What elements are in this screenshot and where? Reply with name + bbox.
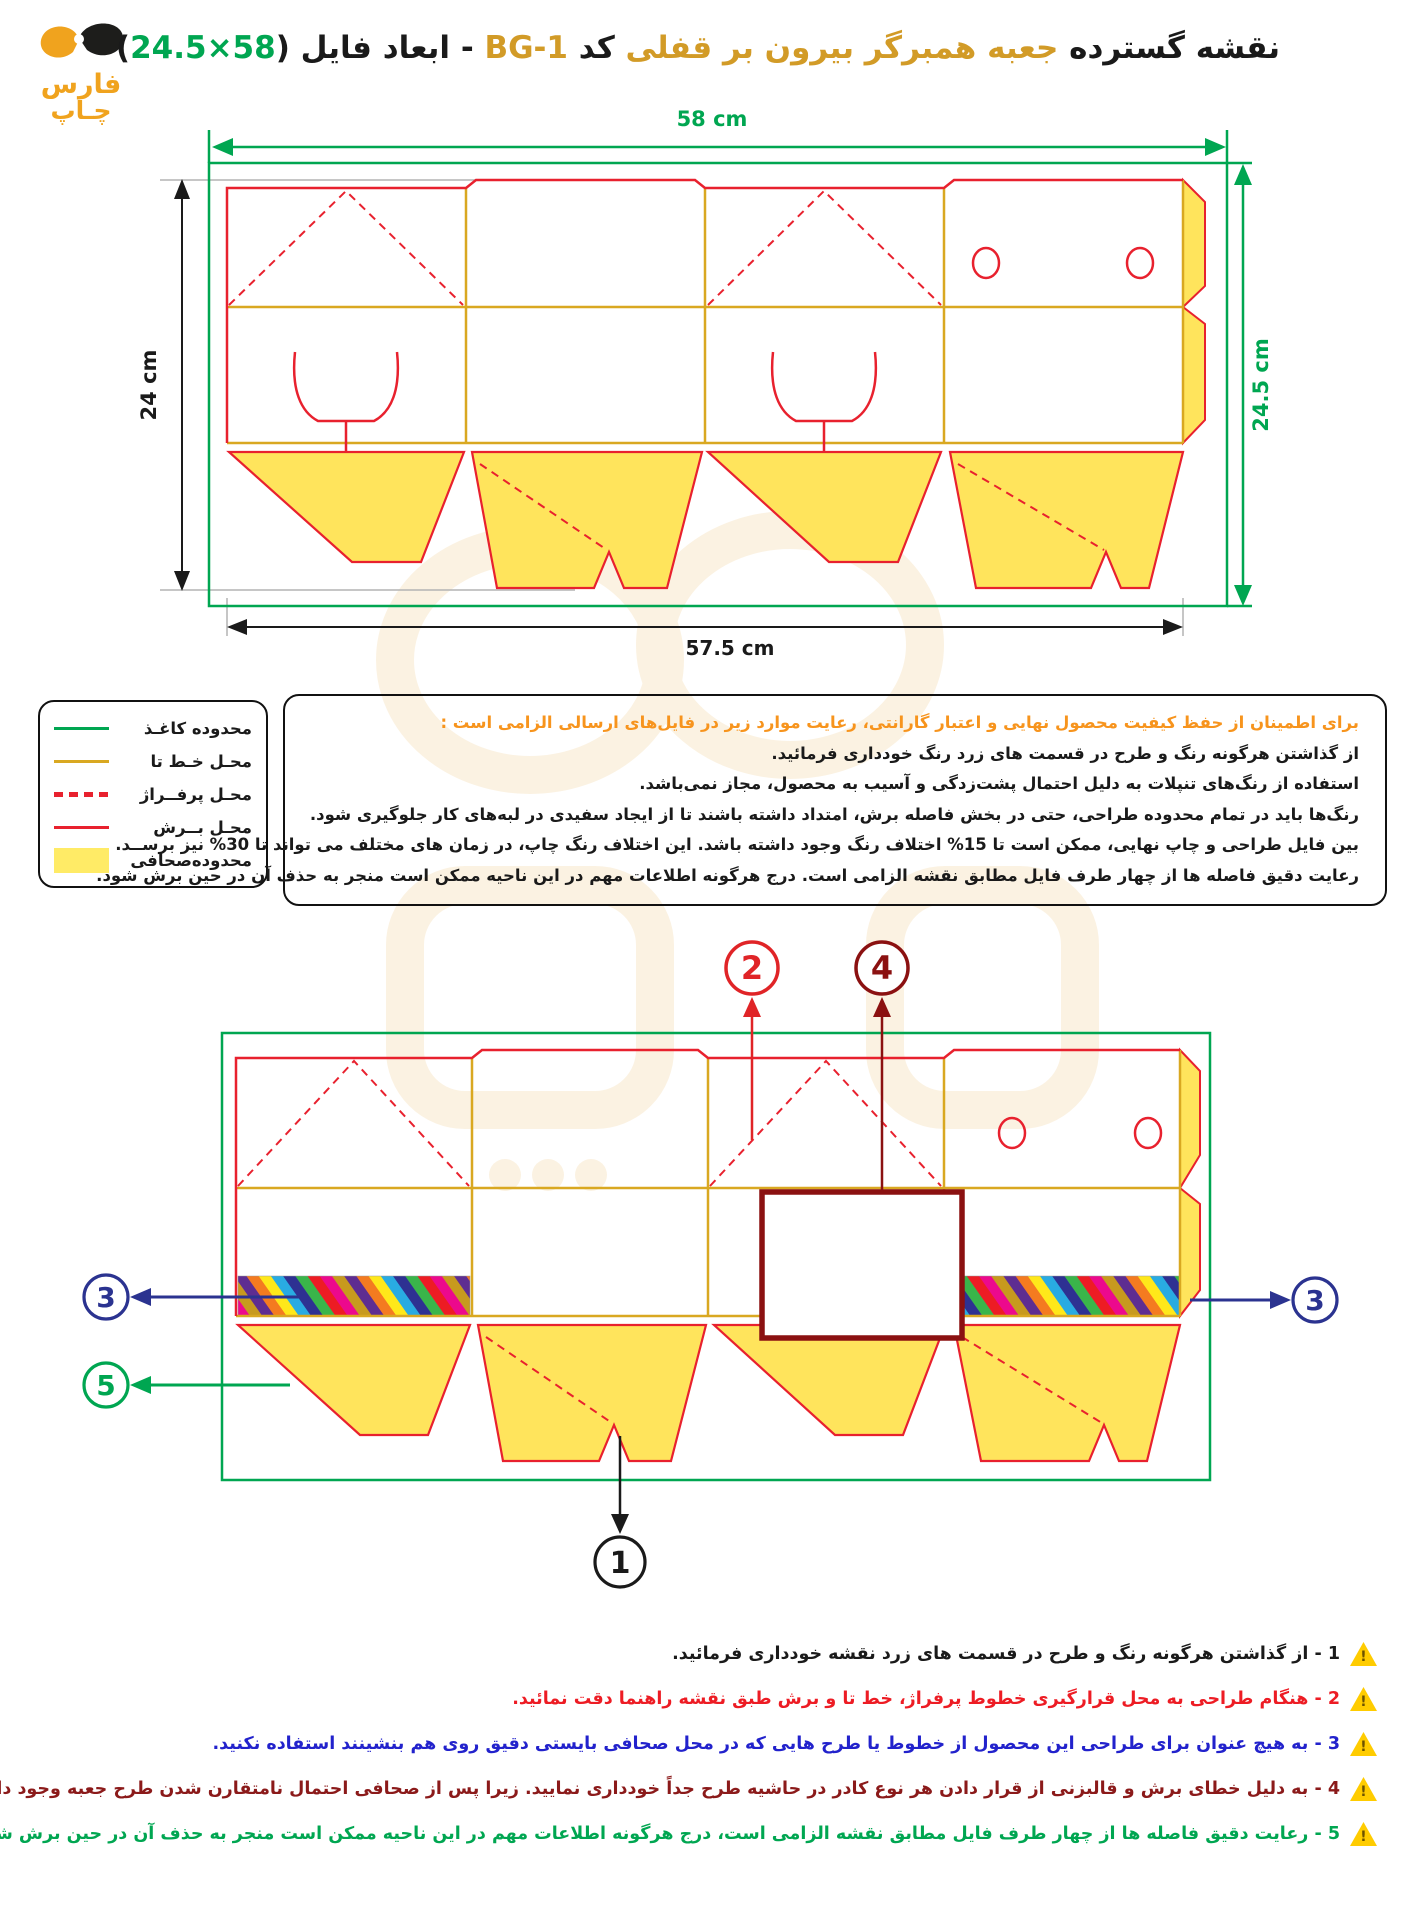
callout-1-number: 1: [610, 1546, 631, 1581]
logo-infinity-icon: [40, 23, 124, 58]
title-paren-close: ): [275, 30, 290, 66]
paper-boundary-risers: [207, 130, 1252, 608]
legend-label-paper: محدوده کاغـذ: [143, 719, 252, 738]
vent-holes: [971, 246, 1155, 280]
title-part1: نقشه گسترده: [1058, 30, 1280, 66]
title-product: جعبه همبرگر بیرون بر قفلی: [625, 30, 1059, 66]
line-legend: محدوده کاغـذ محـل خـط تا محـل پرفــراژ م…: [38, 700, 268, 888]
title-part3: - ابعاد فایل: [289, 30, 485, 66]
page-title: نقشه گسترده جعبه همبرگر بیرون بر قفلی کد…: [116, 30, 1280, 66]
callout-4-number: 4: [871, 949, 893, 987]
guideline-intro: برای اطمینان از حفظ کیفیت محصول نهایی و …: [440, 713, 1359, 732]
guideline-line: استفاده از رنگ‌های تنپلات به دلیل احتمال…: [639, 774, 1359, 793]
callout-dieline-diagram: [220, 1031, 1212, 1482]
guideline-line: از گذاشتن هرگونه رنگ و طرح در قسمت های ز…: [771, 743, 1359, 763]
guideline-line: رعایت دقیق فاصله ها از چهار طرف فایل مطا…: [96, 865, 1359, 885]
callout-4: 4: [854, 940, 910, 1192]
callout-3-right-number: 3: [1305, 1284, 1324, 1317]
legend-row-perforation: محـل پرفــراژ: [52, 778, 252, 811]
warning-text-4: 4 - به دلیل خطای برش و قالبزنی از قرار د…: [0, 1779, 1340, 1799]
warning-text-1: 1 - از گذاشتن هرگونه رنگ و طرح در قسمت ه…: [672, 1644, 1340, 1664]
warning-item-1: ! 1 - از گذاشتن هرگونه رنگ و طرح در قسمت…: [672, 1638, 1377, 1670]
lock-tab-cuts: [292, 351, 878, 452]
guideline-line: رنگ‌ها باید در تمام محدوده طراحی، حتی در…: [309, 804, 1359, 824]
callout-3-right: 3: [1190, 1276, 1339, 1324]
perforation-line-icon: [54, 792, 109, 797]
binding-area-icon: [54, 848, 109, 873]
vent-holes-2: [997, 1116, 1163, 1150]
paper-boundary-rect: [207, 161, 1229, 608]
flap-perforation-lines-2: [485, 1336, 1103, 1424]
bottom-flaps: [226, 450, 1185, 590]
paper-line-icon: [54, 727, 109, 730]
logo-text-line2: چـاپ: [50, 96, 112, 125]
top-dieline-diagram: 58 cm 24.5 cm 24 cm 57.5 cm: [137, 107, 1273, 660]
title-dimensions: 24.5×58: [130, 30, 276, 66]
paper-boundary-rect-2: [220, 1031, 1212, 1482]
cut-outline: [225, 178, 1183, 443]
warning-icon: !: [1350, 1642, 1377, 1666]
warning-item-3: ! 3 - به هیچ عنوان برای طراحی این محصول …: [212, 1728, 1377, 1760]
legend-row-binding: محدوده‌صحافی: [52, 844, 252, 877]
title-code: BG-1: [484, 30, 568, 66]
legend-label-binding: محدوده‌صحافی: [130, 851, 252, 870]
callout-2: 2: [724, 940, 780, 1140]
glue-flap: [1182, 177, 1206, 446]
warning-item-2: ! 2 - هنگام طراحی به محل قرارگیری خطوط پ…: [512, 1683, 1377, 1715]
warning-icon: !: [1350, 1687, 1377, 1711]
warning-icon: !: [1350, 1732, 1377, 1756]
dimension-width-bottom: 57.5 cm: [227, 619, 1183, 660]
warning-text-2: 2 - هنگام طراحی به محل قرارگیری خطوط پرف…: [512, 1689, 1340, 1709]
dimension-height-right: 24.5 cm: [1234, 164, 1273, 606]
title-paren-open: (: [115, 30, 131, 66]
legend-row-fold: محـل خـط تا: [52, 745, 252, 778]
callout-3-left-number: 3: [96, 1281, 115, 1314]
warning-text-5: 5 - رعایت دقیق فاصله ها از چهار طرف فایل…: [0, 1824, 1340, 1844]
fold-lines: [227, 180, 1185, 445]
fold-lines-2: [236, 1050, 1182, 1318]
dim-top-label: 58 cm: [677, 107, 748, 131]
dimension-height-left: 24 cm: [137, 179, 190, 591]
legend-label-fold: محـل خـط تا: [150, 752, 252, 771]
guidelines-box: برای اطمینان از حفظ کیفیت محصول نهایی و …: [96, 694, 1387, 906]
bottom-flaps-2: [235, 1323, 1182, 1463]
warning-icon: !: [1350, 1777, 1377, 1801]
guideline-line: بین فایل طراحی و چاپ نهایی، ممکن است تا …: [115, 835, 1359, 854]
legend-row-cut: محـل بــرش: [52, 811, 252, 844]
warning-icon: !: [1350, 1822, 1377, 1846]
fold-line-icon: [54, 760, 109, 763]
dimension-width-top: 58 cm: [212, 107, 1226, 156]
callout-1: 1: [593, 1436, 647, 1589]
warning-text-3: 3 - به هیچ عنوان برای طراحی این محصول از…: [212, 1734, 1340, 1754]
callout-5: 5: [82, 1361, 290, 1409]
cut-outline-2: [234, 1048, 1180, 1316]
design-area-frame: [759, 1189, 965, 1341]
legend-label-cut: محـل بــرش: [153, 818, 252, 837]
perforation-triangles: [228, 189, 942, 306]
cut-line-icon: [54, 825, 109, 830]
flap-perforation-lines: [479, 463, 1105, 551]
warning-item-5: ! 5 - رعایت دقیق فاصله ها از چهار طرف فا…: [0, 1818, 1377, 1850]
dim-left-label: 24 cm: [137, 350, 161, 421]
legend-label-perforation: محـل پرفــراژ: [139, 785, 252, 804]
logo-text-line1: فارس: [40, 69, 122, 100]
perforation-triangles-2: [237, 1059, 942, 1187]
warning-item-4: ! 4 - به دلیل خطای برش و قالبزنی از قرار…: [0, 1773, 1377, 1805]
callout-2-number: 2: [741, 949, 763, 987]
legend-row-paper: محدوده کاغـذ: [52, 712, 252, 745]
dim-right-label: 24.5 cm: [1249, 338, 1273, 431]
brand-logo: فارس چـاپ: [26, 8, 136, 124]
glue-flap-2: [1179, 1047, 1201, 1319]
title-part2: کد: [568, 30, 626, 66]
dim-bottom-label: 57.5 cm: [685, 636, 774, 660]
callout-3-left: 3: [82, 1273, 300, 1321]
callout-5-number: 5: [96, 1369, 115, 1402]
